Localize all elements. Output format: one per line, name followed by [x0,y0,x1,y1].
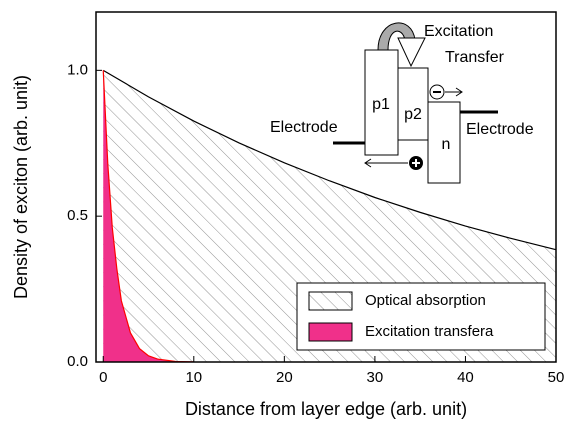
inset-label: p1 [372,96,390,113]
transfer-arrowhead [398,38,425,66]
legend-label: Optical absorption [365,292,486,309]
inset-label: Electrode [466,121,534,138]
inset-label: p2 [404,106,422,123]
x-tick-label: 30 [367,369,384,386]
chart: 0 10 20 30 40 50 0.0 0.5 1.0 Optical absorption Ex… [0,0,568,433]
inset-label: Transfer [445,49,505,66]
inset-label: n [442,136,451,153]
inset-label: Electrode [270,119,338,136]
y-tick-label: 0.0 [67,353,88,370]
legend-label: Excitation transfera [365,323,494,340]
legend-swatch [309,292,352,310]
x-tick-label: 50 [548,369,565,386]
inset-label: Excitation [424,23,493,40]
x-tick-label: 0 [99,369,107,386]
x-tick-label: 40 [457,369,474,386]
x-tick-label: 20 [276,369,293,386]
y-tick-label: 0.5 [67,207,88,224]
legend-swatch [309,323,352,341]
p2-box [398,68,428,140]
x-tick-label: 10 [185,369,202,386]
electron-arrow [445,88,462,96]
y-tick-label: 1.0 [67,61,88,78]
inset-diagram: Excitation Transfer Electrode Electrode … [270,23,534,183]
hole-arrow [365,159,408,167]
y-axis-label: Density of exciton (arb. unit) [11,75,31,299]
x-axis-label: Distance from layer edge (arb. unit) [185,399,467,419]
